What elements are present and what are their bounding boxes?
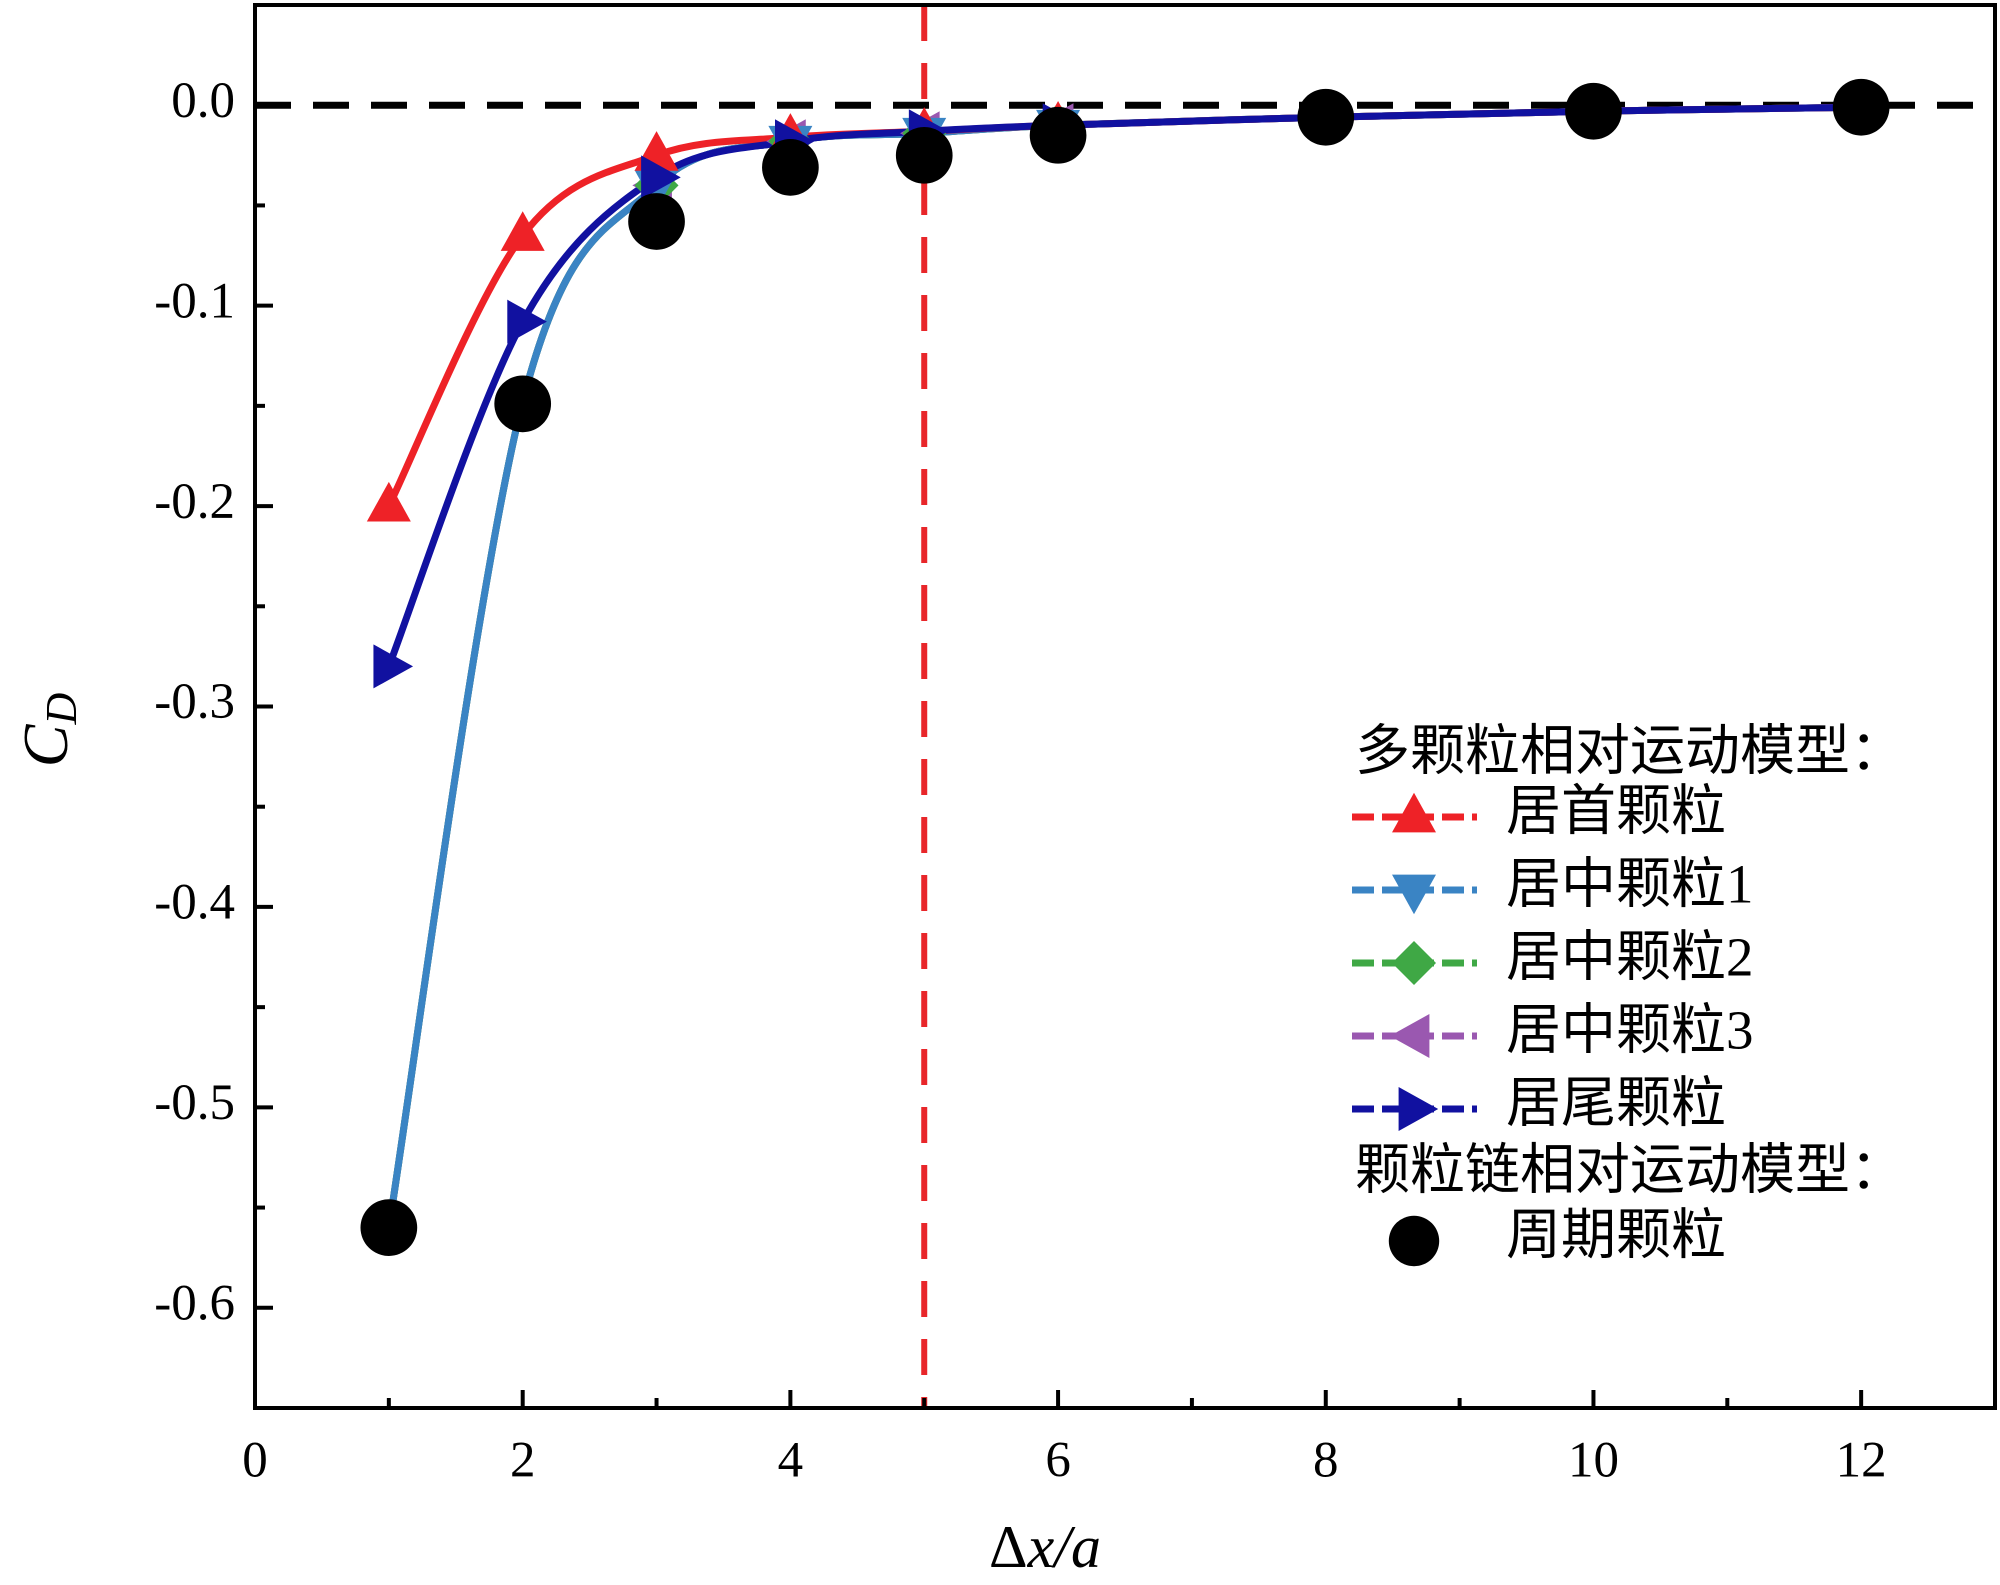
x-tick-label: 2 bbox=[510, 1433, 536, 1489]
marker bbox=[895, 126, 953, 184]
x-tick-label: 12 bbox=[1836, 1433, 1887, 1489]
marker bbox=[641, 155, 681, 200]
y-tick-label: -0.4 bbox=[154, 875, 235, 931]
legend-marker bbox=[1392, 874, 1436, 915]
series-line bbox=[385, 103, 1862, 668]
marker bbox=[628, 193, 685, 250]
series-line bbox=[385, 103, 1862, 508]
marker bbox=[500, 211, 545, 251]
x-label-delta: Δ bbox=[989, 1514, 1028, 1580]
legend-label: 居中颗粒3 bbox=[1506, 1000, 1754, 1061]
marker bbox=[1832, 78, 1890, 136]
y-tick-label: -0.2 bbox=[154, 474, 235, 530]
legend-label: 居中颗粒1 bbox=[1506, 854, 1754, 915]
marker bbox=[1565, 82, 1622, 140]
y-label-main: C bbox=[10, 723, 81, 767]
legend-marker bbox=[1388, 1215, 1440, 1267]
y-label-sub: D bbox=[37, 693, 86, 726]
x-tick-label: 6 bbox=[1045, 1433, 1071, 1489]
y-tick-label: -0.1 bbox=[154, 273, 235, 329]
y-tick-label: -0.6 bbox=[154, 1275, 235, 1331]
x-tick-label: 0 bbox=[242, 1433, 268, 1489]
legend-label: 居首颗粒 bbox=[1506, 781, 1726, 842]
marker bbox=[1297, 88, 1355, 146]
y-tick-label: 0.0 bbox=[171, 73, 235, 129]
legend-marker bbox=[1392, 941, 1436, 985]
legend-marker bbox=[1389, 1014, 1430, 1058]
marker bbox=[360, 1199, 418, 1256]
legend-label: 居尾颗粒 bbox=[1506, 1073, 1726, 1134]
marker bbox=[507, 299, 547, 344]
y-tick-label: -0.5 bbox=[154, 1075, 235, 1131]
x-label-main: x/a bbox=[1027, 1514, 1101, 1580]
marker bbox=[494, 375, 552, 433]
marker bbox=[1029, 106, 1087, 164]
marker bbox=[366, 481, 411, 522]
y-tick-label: -0.3 bbox=[154, 674, 235, 730]
marker bbox=[762, 138, 819, 196]
legend-label: 居中颗粒2 bbox=[1506, 927, 1754, 988]
x-tick-label: 10 bbox=[1568, 1433, 1619, 1489]
y-axis-label: CD bbox=[10, 693, 86, 768]
marker bbox=[373, 644, 414, 689]
legend-marker bbox=[1392, 792, 1436, 833]
legend-title: 颗粒链相对运动模型： bbox=[1355, 1140, 1905, 1201]
x-axis-label: Δx/a bbox=[989, 1514, 1101, 1580]
x-tick-label: 4 bbox=[778, 1433, 804, 1489]
x-tick-label: 8 bbox=[1313, 1433, 1339, 1489]
legend-marker bbox=[1398, 1087, 1439, 1131]
legend-label: 周期颗粒 bbox=[1506, 1205, 1726, 1266]
legend-title: 多颗粒相对运动模型： bbox=[1355, 721, 1905, 782]
